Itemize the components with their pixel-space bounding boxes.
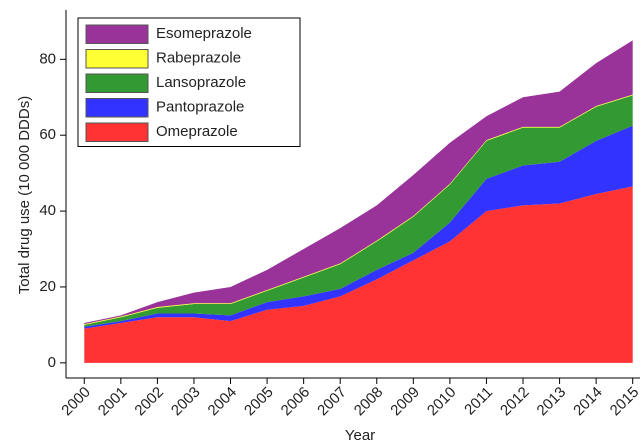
legend-label: Lansoprazole: [156, 74, 246, 91]
x-tick-label: 2012: [497, 384, 533, 420]
legend-swatch: [85, 98, 149, 118]
x-tick-label: 2001: [95, 384, 131, 420]
legend-label: Esomeprazole: [156, 25, 252, 42]
legend-swatch: [85, 122, 149, 142]
x-tick-label: 2000: [58, 384, 94, 420]
x-tick-label: 2005: [241, 384, 277, 420]
x-tick-label: 2011: [461, 384, 496, 419]
x-tick-label: 2003: [168, 384, 204, 420]
legend-swatch: [85, 49, 149, 69]
x-tick-label: 2004: [205, 384, 241, 420]
legend-label: Omeprazole: [156, 123, 238, 140]
x-tick-label: 2009: [387, 384, 423, 420]
area: [84, 125, 633, 329]
x-axis-label: Year: [345, 427, 375, 444]
legend-swatch: [85, 24, 149, 44]
area: [84, 186, 633, 363]
y-tick-label: 80: [39, 50, 56, 67]
y-tick-label: 40: [39, 202, 56, 219]
x-tick-label: 2006: [278, 384, 314, 420]
y-axis-label: Total drug use (10 000 DDDs): [16, 96, 33, 294]
legend-swatch: [85, 73, 149, 93]
x-tick-label: 2010: [424, 384, 460, 420]
x-tick-label: 2007: [314, 384, 350, 420]
y-tick-label: 60: [39, 126, 56, 143]
x-tick-label: 2002: [131, 384, 167, 420]
y-tick-label: 0: [48, 354, 56, 371]
x-tick-label: 2014: [570, 384, 606, 420]
area: [84, 95, 633, 327]
legend-label: Pantoprazole: [156, 99, 244, 116]
x-tick-label: 2008: [351, 384, 387, 420]
y-tick-label: 20: [39, 278, 56, 295]
x-tick-label: 2015: [607, 384, 643, 420]
x-tick-label: 2013: [534, 384, 570, 420]
legend-label: Rabeprazole: [156, 50, 241, 67]
